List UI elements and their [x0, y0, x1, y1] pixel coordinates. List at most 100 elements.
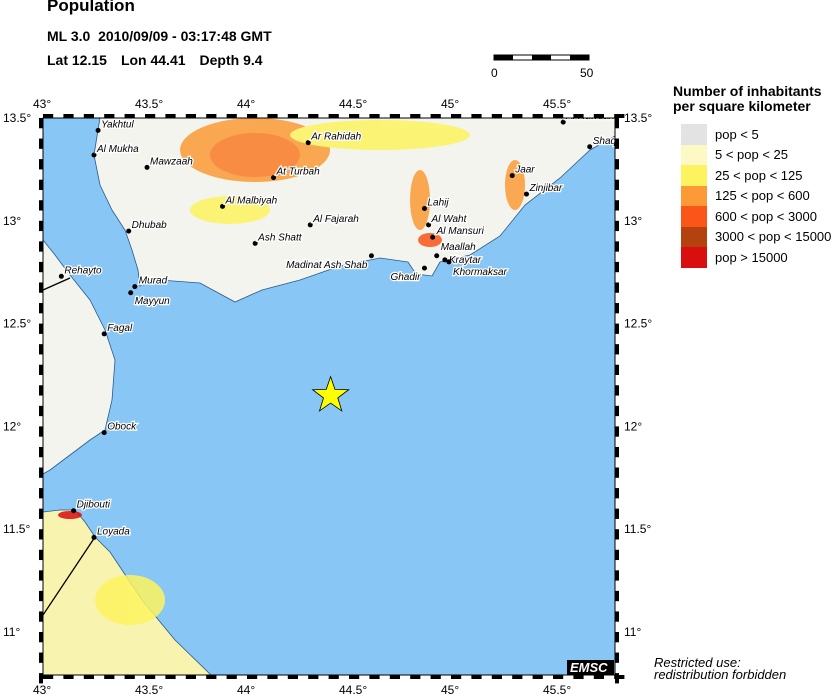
city-dot: [426, 222, 432, 228]
city-marker: Khormaksar: [446, 259, 509, 279]
lat-tick-label: 12°: [624, 419, 642, 433]
city-marker: Mayyun: [128, 290, 171, 308]
city-label: Obock: [107, 422, 137, 433]
city-label: At Turbah: [276, 167, 321, 178]
legend-item: 5 < pop < 25: [681, 144, 831, 165]
city-dot: [560, 119, 566, 125]
legend-item: 125 < pop < 600: [681, 185, 831, 206]
city-dot: [58, 273, 64, 279]
scale-bar: 0 50: [491, 54, 594, 80]
city-label: Rehayto: [64, 265, 102, 276]
population-density: [58, 118, 525, 625]
emsc-logo: EMSC: [567, 660, 614, 675]
city-marker: Loyada: [91, 525, 131, 540]
legend-swatch: [681, 144, 707, 165]
city-marker: Yakhtul: [95, 118, 136, 133]
legend-label: pop > 15000: [715, 249, 788, 265]
city-marker: Ghadir: [389, 265, 427, 284]
lat-tick-label: 11.5°: [624, 522, 651, 536]
datetime: 2010/09/09 - 03:17:48 GMT: [98, 28, 272, 44]
city-dot: [71, 508, 77, 514]
city-dot: [368, 253, 374, 259]
lat-tick-label: 12.5°: [3, 317, 31, 331]
legend-swatch: [681, 124, 707, 145]
city-dot: [421, 205, 427, 211]
lon-tick-label: 45°: [441, 97, 459, 111]
city-marker: Al Rawdah: [560, 118, 615, 125]
city-dot: [101, 331, 107, 337]
city-marker: Al Malbiyah: [220, 194, 279, 209]
city-marker: Al Waht: [426, 213, 469, 228]
city-marker: Maallah: [434, 241, 477, 259]
city-dot: [91, 534, 97, 540]
city-dot: [305, 140, 311, 146]
city-marker: Obock: [101, 420, 138, 436]
city-label: Zinjibar: [528, 183, 562, 194]
legend-title-1: Number of inhabitants: [673, 83, 822, 99]
depth: Depth 9.4: [199, 52, 263, 68]
lat-tick-label: 13°: [624, 214, 642, 228]
city-dot: [442, 257, 448, 263]
lat-tick-label: 13.5°: [3, 111, 31, 125]
lat-tick-label: 11°: [3, 625, 20, 639]
city-dot: [132, 284, 138, 290]
legend-swatch: [681, 206, 707, 227]
lon-tick-label: 44.5°: [339, 97, 367, 111]
city-dot: [430, 234, 436, 240]
city-label: Murad: [139, 276, 168, 287]
city-dot: [128, 290, 134, 296]
legend-swatch: [681, 165, 707, 186]
usage-notice: Restricted use: redistribution forbidden: [654, 655, 787, 682]
city-marker: Lahij: [421, 196, 451, 211]
legend-label: 5 < pop < 25: [715, 147, 789, 163]
lat-tick-label: 12.5°: [624, 317, 652, 331]
city-marker: Shaqra: [587, 135, 626, 150]
lon-tick-label: 45°: [441, 683, 459, 696]
city-label: Mawzaah: [150, 156, 193, 167]
lat-tick-label: 12°: [3, 419, 21, 433]
city-label: Khormaksar: [453, 267, 508, 278]
legend-label: pop < 5: [715, 126, 759, 142]
border-line: [43, 536, 96, 616]
lon-tick-label: 43.5°: [135, 683, 163, 696]
city-dot: [220, 203, 226, 209]
svg-text:EMSC: EMSC: [570, 660, 608, 675]
city-marker: Fagal: [101, 322, 134, 337]
lon-tick-label: 43°: [33, 97, 51, 111]
city-dot: [307, 222, 313, 228]
city-label: Yakhtul: [101, 119, 134, 130]
epicenter-star[interactable]: [311, 375, 350, 412]
lat-tick-label: 13°: [3, 214, 21, 228]
land-africa-north: [43, 239, 116, 475]
city-dot: [144, 164, 150, 170]
city-label: Mayyun: [135, 296, 170, 307]
lat-tick-label: 11.5°: [3, 522, 30, 536]
city-marker: Zinjibar: [523, 182, 564, 197]
city-dot: [434, 253, 440, 259]
magnitude: ML 3.0: [47, 28, 91, 44]
city-dot: [446, 259, 452, 265]
city-dot: [126, 228, 132, 234]
city-label: Ar Rahidah: [310, 132, 361, 143]
lon-tick-label: 45.5°: [543, 683, 571, 696]
event-info: ML 3.0 2010/09/09 - 03:17:48 GMT: [47, 28, 272, 44]
lon-tick-label: 45.5°: [543, 97, 571, 111]
city-marker: Ar Rahidah: [305, 130, 363, 146]
city-marker: Madinat Ash Shab: [285, 253, 374, 272]
city-marker: Al Mukha: [91, 143, 140, 158]
city-marker: Al Mansuri: [430, 225, 486, 240]
city-layer: Yakhtul Al Mukha Mawzaah At Turbah Ar Rahida…: [58, 118, 626, 540]
city-label: Lahij: [427, 197, 449, 208]
legend-item: 3000 < pop < 15000: [681, 226, 831, 247]
city-label: Al Fajarah: [312, 214, 359, 225]
legend-item: pop > 15000: [681, 247, 831, 268]
city-dot: [421, 265, 427, 271]
city-marker: Kraytar: [442, 254, 483, 267]
city-label: Loyada: [97, 526, 130, 537]
city-label: Shaqra: [593, 136, 626, 147]
city-label: Jaar: [514, 165, 535, 176]
legend-item: 25 < pop < 125: [681, 165, 831, 186]
map-title: Population: [47, 0, 135, 15]
lat-tick-label: 11°: [624, 625, 641, 639]
